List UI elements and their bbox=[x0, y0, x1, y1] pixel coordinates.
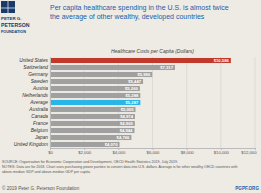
y-tick: United States bbox=[19, 58, 48, 63]
data-label: $5,986 bbox=[137, 72, 150, 77]
bar bbox=[50, 93, 140, 98]
bar bbox=[50, 135, 131, 140]
header: PETER G.PETERSON FOUNDATION Per capita hea… bbox=[1, 1, 229, 34]
grid bbox=[50, 57, 255, 148]
source-note: SOURCE: Organisation for Economic Cooper… bbox=[2, 160, 178, 164]
bar bbox=[50, 142, 120, 147]
logo-text: PETER G. bbox=[1, 16, 22, 21]
data-label: $5,005 bbox=[121, 107, 134, 112]
x-axis: $0 $2,000 $4,000 $6,000 $8,000 $10,000 $12,000 bbox=[48, 148, 257, 155]
x-tick: $0 bbox=[48, 148, 53, 155]
x-tick-label: $12,000 bbox=[241, 150, 257, 155]
data-label: $4,070 bbox=[105, 142, 118, 147]
footer-left: © 2019 Peter G. Peterson Foundation bbox=[2, 185, 80, 191]
y-tick-label: Netherlands bbox=[22, 93, 48, 98]
bar bbox=[50, 79, 143, 84]
source-note: above-median GDP and above-median GDP pe… bbox=[2, 170, 91, 174]
bar bbox=[50, 65, 175, 70]
data-label: $10,586 bbox=[214, 58, 230, 63]
y-tick: Switzerland bbox=[23, 65, 48, 70]
data-label: $4,965 bbox=[120, 121, 133, 126]
y-axis-line bbox=[50, 58, 51, 149]
data-label: $7,317 bbox=[160, 65, 173, 70]
x-tick: $10,000 bbox=[214, 148, 230, 155]
y-tick-label: United Kingdom bbox=[14, 142, 48, 147]
data-label: $4,766 bbox=[117, 135, 130, 140]
y-tick-label: Average bbox=[29, 100, 48, 105]
grid-line bbox=[255, 57, 256, 148]
y-axis: United States Switzerland Germany Sweden Aus… bbox=[14, 58, 51, 149]
x-tick: $4,000 bbox=[112, 148, 125, 155]
y-tick: Austria bbox=[32, 86, 48, 91]
x-tick-label: $8,000 bbox=[181, 150, 194, 155]
logo-line bbox=[8, 1, 9, 13]
chart-title: Healthcare Costs per Capita (Dollars) bbox=[111, 48, 194, 54]
logo-box bbox=[1, 1, 15, 13]
y-tick-label: Canada bbox=[31, 114, 48, 119]
y-tick: Belgium bbox=[31, 128, 48, 133]
y-tick-label: Japan bbox=[34, 135, 48, 140]
y-tick: Germany bbox=[28, 72, 48, 77]
x-tick-label: $4,000 bbox=[112, 150, 125, 155]
data-label: $5,447 bbox=[128, 79, 141, 84]
grid-line bbox=[152, 57, 153, 148]
y-tick: Sweden bbox=[31, 79, 49, 84]
title: Per capita healthcare spending in the U.… bbox=[50, 4, 229, 12]
y-tick-label: Australia bbox=[28, 107, 48, 112]
x-tick-label: $0 bbox=[48, 150, 53, 155]
grid-line bbox=[220, 57, 221, 148]
title: the average of other wealthy, developed … bbox=[50, 13, 205, 21]
x-tick-label: $10,000 bbox=[214, 150, 230, 155]
source-note: NOTES: Data are for 2018. Chart uses pur… bbox=[2, 165, 237, 169]
y-tick: France bbox=[33, 121, 48, 126]
y-tick: United Kingdom bbox=[14, 142, 48, 147]
y-tick-label: Belgium bbox=[31, 128, 48, 133]
bars bbox=[50, 58, 231, 147]
bar bbox=[50, 72, 152, 77]
bar bbox=[50, 107, 136, 112]
grid-line bbox=[50, 57, 51, 148]
y-tick-label: Austria bbox=[32, 86, 48, 91]
footer-right: PGPF.ORG bbox=[235, 186, 259, 191]
footer: SOURCE: Organisation for Economic Cooper… bbox=[2, 160, 259, 191]
logo-text: FOUNDATION bbox=[1, 30, 26, 34]
data-label: $5,288 bbox=[126, 93, 139, 98]
x-tick: $6,000 bbox=[147, 148, 160, 155]
chart: PETER G.PETERSON FOUNDATION Per capita hea… bbox=[0, 0, 261, 193]
grid-line bbox=[186, 57, 187, 148]
data-labels: $10,586 $7,317 $5,986 $5,447 $5,260 $5,288 $5,… bbox=[105, 58, 230, 147]
y-tick-label: Switzerland bbox=[23, 65, 48, 70]
logo-text: PETERSON bbox=[1, 22, 30, 28]
data-label: $5,260 bbox=[125, 86, 138, 91]
x-tick-label: $2,000 bbox=[78, 150, 91, 155]
y-tick: Japan bbox=[34, 135, 48, 140]
y-tick-label: United States bbox=[19, 58, 48, 63]
data-label: $4,944 bbox=[120, 128, 133, 133]
y-tick: Australia bbox=[28, 107, 48, 112]
logo-icon bbox=[1, 1, 15, 13]
y-tick: Netherlands bbox=[22, 93, 48, 98]
x-tick: $8,000 bbox=[181, 148, 194, 155]
bar bbox=[50, 100, 140, 105]
bar bbox=[50, 114, 135, 119]
data-label: $5,287 bbox=[126, 100, 139, 105]
y-tick-label: Sweden bbox=[31, 79, 49, 84]
x-tick-label: $6,000 bbox=[147, 150, 160, 155]
y-tick: Average bbox=[29, 100, 48, 105]
bar bbox=[50, 128, 134, 133]
y-tick: Canada bbox=[31, 114, 48, 119]
bar bbox=[50, 86, 140, 91]
y-tick-label: Germany bbox=[28, 72, 48, 77]
bar bbox=[50, 121, 135, 126]
bar bbox=[50, 58, 231, 63]
y-tick-label: France bbox=[33, 121, 48, 126]
data-label: $4,974 bbox=[120, 114, 133, 119]
x-tick: $2,000 bbox=[78, 148, 91, 155]
x-tick: $12,000 bbox=[241, 148, 257, 155]
